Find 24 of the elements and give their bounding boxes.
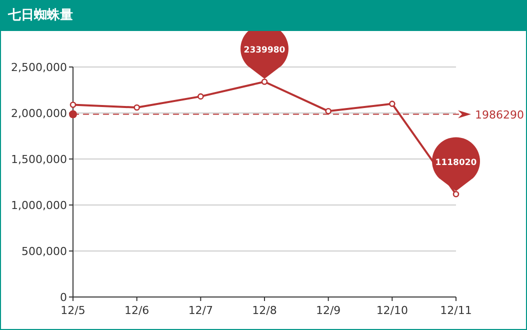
point [261,78,268,85]
annotation: 1118020 [435,158,477,168]
y-tick-label: 2,000,000 [11,107,67,120]
point [198,93,204,100]
y-tick-label: 2,500,000 [11,61,67,74]
x-tick-label: 12/9 [316,304,341,317]
y-tick-label: 1,000,000 [11,199,67,212]
point [452,190,460,198]
chart-title: 七日蜘蛛量 [1,1,526,31]
x-tick-label: 12/5 [60,304,86,317]
y-tick-label: 500,000 [22,245,67,258]
point [70,102,76,108]
y-tick-label: 1,500,000 [11,153,67,166]
ref-line-label: 1986290 [475,108,524,122]
point [134,104,140,111]
text: 2339980 [244,46,286,56]
point [389,100,396,107]
x-tick-label: 12/6 [124,304,150,317]
x-tick-label: 12/10 [376,304,408,317]
x-tick-label: 12/8 [252,304,277,317]
point [325,108,332,114]
x-tick-label: 12/7 [188,304,214,317]
y-tick-label: 0 [60,291,67,304]
x-tick-label: 12/11 [440,304,472,317]
